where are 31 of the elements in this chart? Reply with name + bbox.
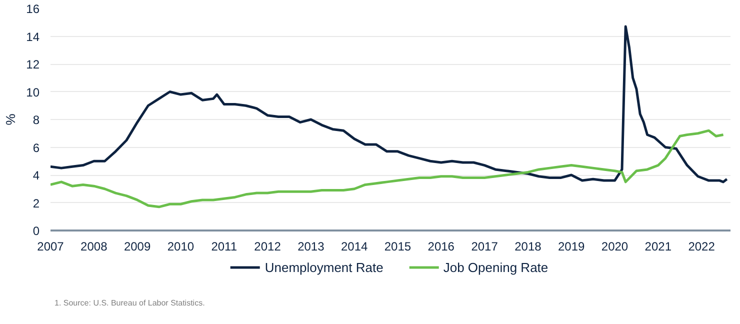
x-tick-label: 2011 bbox=[211, 240, 238, 254]
x-tick-label: 2009 bbox=[124, 240, 151, 254]
legend-label: Job Opening Rate bbox=[443, 260, 548, 274]
y-tick-label: 8 bbox=[32, 113, 40, 127]
text: 1. Source: U.S. Bureau of Labor Statistics. bbox=[54, 298, 205, 308]
x-tick-label: 2020 bbox=[601, 240, 628, 254]
legend-label: Unemployment Rate bbox=[264, 260, 384, 274]
y-tick-label: 6 bbox=[32, 140, 40, 155]
y-tick-label: 16 bbox=[26, 2, 40, 16]
y-tick-label: 0 bbox=[32, 224, 40, 238]
x-tick-label: 2017 bbox=[471, 240, 498, 254]
line-series bbox=[50, 25, 728, 184]
y-tick-label: 12 bbox=[26, 58, 40, 72]
x-tick-label: 2018 bbox=[514, 240, 542, 254]
y-tick-label: 14 bbox=[26, 30, 40, 44]
y-axis-title: % bbox=[3, 113, 18, 126]
y-tick-label: 4 bbox=[32, 168, 40, 182]
y-tick-label: 10 bbox=[26, 85, 40, 100]
x-tick-label: 2010 bbox=[167, 240, 194, 254]
y-tick-label: 2 bbox=[32, 196, 40, 210]
x-tick-label: 2008 bbox=[80, 240, 108, 254]
x-tick-label: 2012 bbox=[254, 240, 282, 254]
x-tick-label: 2019 bbox=[558, 240, 586, 254]
x-tick-label: 2015 bbox=[384, 240, 412, 254]
line-series bbox=[50, 129, 725, 208]
x-tick-label: 2016 bbox=[428, 240, 455, 254]
x-tick-label: 2022 bbox=[688, 240, 716, 254]
x-tick-label: 2014 bbox=[340, 240, 368, 254]
x-tick-label: 2021 bbox=[644, 240, 672, 254]
x-tick-label: 2007 bbox=[37, 240, 64, 254]
x-tick-label: 2013 bbox=[298, 240, 325, 254]
